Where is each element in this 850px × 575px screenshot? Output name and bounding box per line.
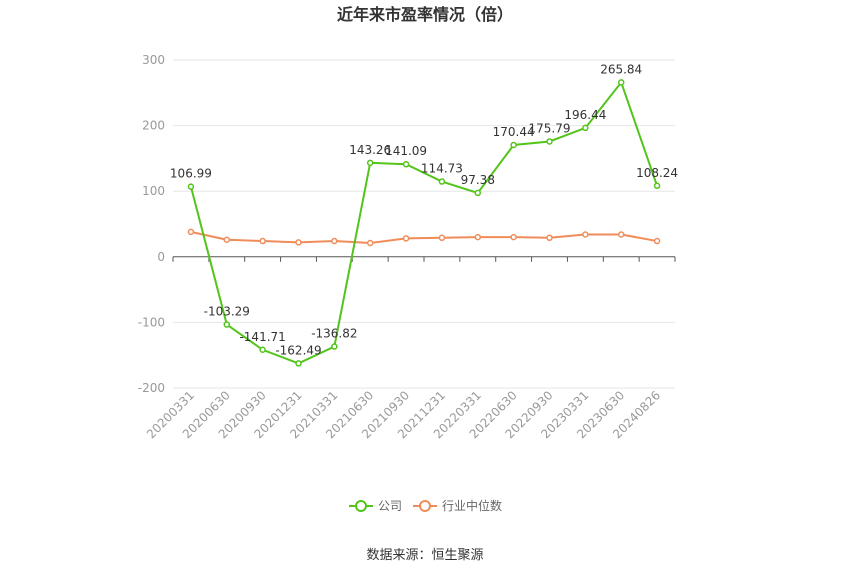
y-tick-label: 300 <box>142 53 165 67</box>
data-point-0[interactable] <box>653 182 661 190</box>
series-group <box>187 79 661 367</box>
y-tick-label: 200 <box>142 119 165 133</box>
legend[interactable]: 公司 行业中位数 <box>349 498 502 513</box>
data-label: 143.26 <box>349 143 391 157</box>
grid-lines <box>173 59 675 389</box>
legend-marker <box>355 500 367 512</box>
data-label: -103.29 <box>204 305 250 319</box>
data-point-1[interactable] <box>366 239 374 247</box>
data-point-0[interactable] <box>617 79 625 86</box>
data-point-0[interactable] <box>187 183 195 190</box>
legend-label: 行业中位数 <box>442 498 502 513</box>
data-label: -136.82 <box>311 327 357 341</box>
data-point-0[interactable] <box>546 138 553 145</box>
data-labels: 106.99 -103.29 -141.71-162.49 -136.82 143.26… <box>170 62 678 357</box>
data-point-1[interactable] <box>331 237 338 245</box>
data-point-1[interactable] <box>582 231 589 238</box>
data-point-1[interactable] <box>259 237 266 245</box>
data-point-1[interactable] <box>402 235 410 242</box>
legend-item-1[interactable]: 行业中位数 <box>413 498 502 513</box>
data-label: -141.71 <box>239 330 285 344</box>
data-point-0[interactable] <box>438 178 446 185</box>
data-point-0[interactable] <box>510 141 517 149</box>
data-point-0[interactable] <box>474 189 482 197</box>
data-point-1[interactable] <box>653 237 661 245</box>
data-point-0[interactable] <box>366 159 374 167</box>
y-axis: -200 -100 0 100 200 300 <box>138 53 165 395</box>
data-point-1[interactable] <box>223 236 231 243</box>
data-label: 141.09 <box>385 144 427 158</box>
series-line-1 <box>190 230 658 245</box>
legend-marker <box>419 500 431 512</box>
data-point-0[interactable] <box>259 346 266 354</box>
data-point-1[interactable] <box>546 234 553 242</box>
legend-label: 公司 <box>378 499 402 513</box>
data-label: 114.73 <box>421 162 463 176</box>
data-label: -162.49 <box>275 343 321 357</box>
y-tick-label: 100 <box>142 184 165 198</box>
data-label: 97.38 <box>461 173 495 187</box>
data-label: 106.99 <box>170 167 212 181</box>
data-point-1[interactable] <box>510 233 517 241</box>
data-point-1[interactable] <box>438 234 446 242</box>
source-text: 数据来源：恒生聚源 <box>366 548 483 563</box>
data-label: 196.44 <box>564 108 606 122</box>
y-tick-label: -200 <box>138 381 165 395</box>
data-point-0[interactable] <box>402 160 410 168</box>
series-line-0 <box>189 80 659 365</box>
data-label: 108.24 <box>636 166 678 180</box>
data-label: 170.44 <box>493 125 535 139</box>
data-point-1[interactable] <box>617 231 625 238</box>
data-point-1[interactable] <box>474 233 482 241</box>
data-point-0[interactable] <box>582 124 589 132</box>
data-point-0[interactable] <box>223 321 231 328</box>
y-tick-label: -100 <box>138 315 165 329</box>
data-point-1[interactable] <box>187 228 195 236</box>
legend-item-0[interactable]: 公司 <box>349 499 402 513</box>
data-point-0[interactable] <box>331 343 338 350</box>
data-point-1[interactable] <box>295 239 302 246</box>
x-axis: 2020033120200630202009302020123120210331… <box>144 256 676 441</box>
data-point-0[interactable] <box>295 360 302 367</box>
y-tick-label: 0 <box>157 250 165 264</box>
data-label: 175.79 <box>529 121 571 135</box>
chart-title: 近年来市盈率情况（倍） <box>337 5 513 24</box>
data-label: 265.84 <box>600 62 642 76</box>
